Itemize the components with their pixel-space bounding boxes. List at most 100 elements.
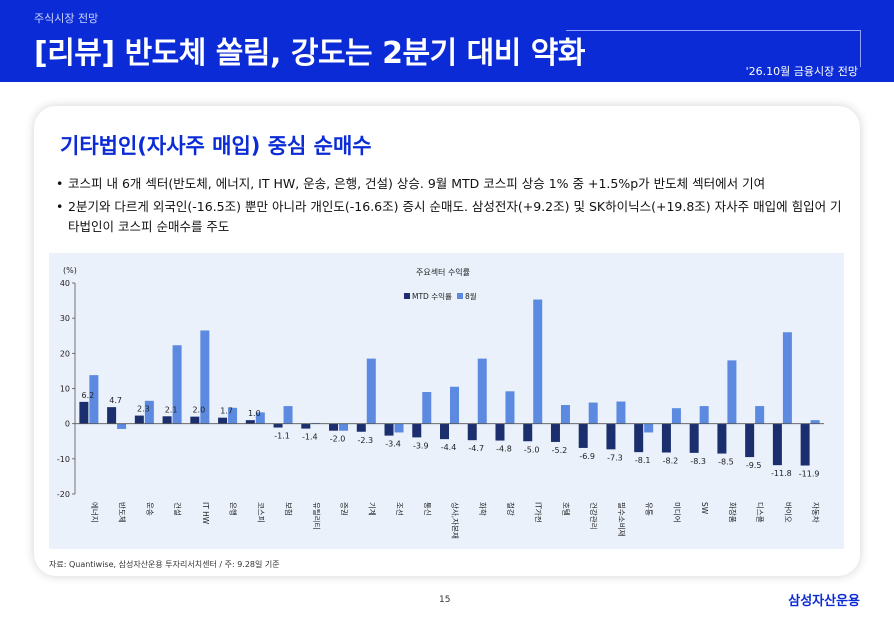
data-label-mtd: -11.9 [799, 470, 820, 479]
x-category-label: 철강 [506, 502, 516, 516]
x-category-label: 디스플 [756, 502, 765, 523]
bar-mtd [162, 416, 172, 424]
x-category-label: 미디어 [672, 502, 682, 523]
bar-august [699, 406, 709, 424]
bar-august [644, 423, 654, 433]
x-category-label: IT가전 [534, 502, 544, 523]
x-category-label: 기계 [367, 502, 377, 516]
x-category-label: 필수소비재 [617, 502, 627, 537]
title-rule [566, 30, 861, 67]
x-category-label: IT HW [201, 502, 210, 525]
data-label-mtd: 1.0 [248, 409, 261, 418]
data-label-mtd: -2.3 [357, 436, 373, 445]
bar-august [450, 386, 459, 424]
data-label-mtd: -1.1 [274, 432, 290, 441]
bullet-item: 2분기와 다르게 외국인(-16.5조) 뿐만 아니라 개인도(-16.6조) … [56, 197, 846, 237]
legend-entry: 8월 [465, 291, 477, 301]
bar-mtd [495, 423, 505, 441]
y-axis-label: (%) [63, 266, 77, 275]
bar-mtd [107, 407, 117, 424]
bar-august [477, 358, 487, 424]
x-category-label: 화장품 [728, 502, 738, 523]
y-tick-label: 40 [60, 279, 70, 288]
sector-returns-chart: 주요섹터 수익률 (%) MTD 수익률 8월 -20 -10 0 10 20 30 40 6.2 에너… [49, 253, 844, 549]
section-subtitle: 기타법인(자사주 매입) 중심 순매수 [60, 134, 372, 158]
data-label-mtd: 2.0 [192, 406, 205, 415]
bar-mtd [384, 423, 394, 436]
bar-mtd [550, 423, 560, 442]
bar-august [339, 423, 349, 431]
bar-august [588, 402, 598, 424]
bar-august [505, 391, 515, 424]
bar-august [671, 408, 681, 424]
bar-august [200, 330, 210, 424]
bar-august [283, 406, 293, 424]
bar-august [560, 405, 570, 424]
bar-august [255, 412, 265, 424]
page-number: 15 [439, 595, 451, 605]
x-category-label: 바이오 [783, 502, 793, 523]
x-category-label: 조선 [395, 502, 404, 516]
x-category-label: 건강관리 [589, 502, 599, 530]
x-category-label: 호텔 [561, 502, 570, 516]
data-label-mtd: -3.4 [385, 440, 401, 449]
bar-august [394, 423, 404, 433]
y-tick-label: -20 [57, 490, 70, 499]
header-bar: 주식시장 전망 [리뷰] 반도체 쏠림, 강도는 2분기 대비 약화 '26.1… [0, 0, 894, 82]
bar-august [782, 332, 792, 424]
bar-august [810, 420, 820, 424]
data-label-mtd: 6.2 [82, 391, 95, 400]
bar-mtd [190, 416, 200, 424]
data-label-mtd: -3.9 [413, 441, 429, 450]
data-label-mtd: -8.2 [663, 457, 679, 466]
bar-august [755, 406, 765, 424]
bar-august [422, 392, 432, 424]
bar-august [117, 423, 127, 429]
bar-mtd [467, 423, 477, 441]
bullet-item: 코스피 내 6개 섹터(반도체, 에너지, IT HW, 운송, 은행, 건설)… [56, 174, 846, 194]
page-title: [리뷰] 반도체 쏠림, 강도는 2분기 대비 약화 [34, 36, 585, 71]
x-category-label: 증권 [340, 502, 349, 516]
x-category-label: 은행 [229, 502, 239, 516]
bar-mtd [356, 423, 366, 432]
x-category-label: 건설 [173, 502, 183, 516]
data-label-mtd: -4.8 [496, 445, 512, 454]
x-category-label: 유통 [645, 502, 654, 516]
bar-mtd [772, 423, 782, 466]
y-tick-label: 10 [60, 385, 70, 394]
bar-mtd [634, 423, 644, 453]
data-label-mtd: 2.1 [165, 405, 178, 414]
bar-mtd [717, 423, 727, 454]
data-label-mtd: -1.4 [302, 433, 318, 442]
section-kicker: 주식시장 전망 [34, 12, 99, 25]
bar-mtd [689, 423, 699, 453]
x-category-label: 화학 [478, 502, 488, 516]
bar-august [366, 358, 376, 424]
data-label-mtd: -8.1 [635, 456, 651, 465]
brand-logo: 삼성자산운용 [788, 594, 860, 609]
data-label-mtd: -5.2 [552, 446, 568, 455]
bar-mtd [440, 423, 449, 440]
x-category-label: SW [700, 502, 709, 515]
bar-august [727, 360, 737, 424]
x-category-label: 유틸리티 [312, 502, 321, 530]
data-label-mtd: -5.0 [524, 445, 540, 454]
bar-mtd [245, 420, 255, 424]
bullet-list: 코스피 내 6개 섹터(반도체, 에너지, IT HW, 운송, 은행, 건설)… [56, 174, 846, 240]
bar-august [616, 401, 626, 424]
bar-august [172, 345, 182, 424]
bar-mtd [523, 423, 533, 442]
x-category-label: 에너지 [90, 502, 100, 523]
bar-mtd [578, 423, 588, 448]
data-label-mtd: -7.3 [607, 453, 623, 462]
x-category-label: 반도체 [118, 502, 128, 523]
legend-entry: MTD 수익률 [412, 291, 452, 301]
data-label-mtd: 2.3 [137, 405, 150, 414]
y-tick-label: 20 [60, 349, 70, 358]
bar-mtd [661, 423, 671, 453]
x-category-label: 통신 [423, 502, 432, 516]
source-note: 자료: Quantiwise, 삼성자산운용 투자리서치센터 / 주: 9.28… [49, 560, 280, 569]
legend-swatch [457, 293, 463, 299]
bar-august [228, 407, 238, 424]
bar-mtd [218, 417, 228, 424]
